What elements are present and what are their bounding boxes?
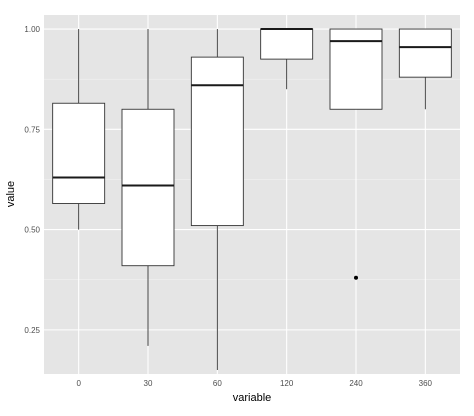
outlier-point xyxy=(354,275,358,280)
box-iqr xyxy=(329,28,383,110)
box-0 xyxy=(52,29,106,230)
box-360 xyxy=(398,28,452,110)
box-120 xyxy=(260,28,314,90)
box-iqr xyxy=(260,28,314,60)
y-tick-label: 1.00 xyxy=(24,25,40,34)
x-tick-label: 360 xyxy=(419,379,433,388)
y-tick-layer: 0.25 0.50 0.75 1.00 xyxy=(24,25,40,335)
box-iqr xyxy=(398,28,452,78)
y-axis-label: value xyxy=(5,181,17,207)
x-tick-label: 0 xyxy=(76,379,81,388)
plot-panel xyxy=(44,15,460,374)
box-240 xyxy=(329,28,383,280)
x-tick-label: 60 xyxy=(213,379,222,388)
x-tick-label: 240 xyxy=(349,379,363,388)
box-30 xyxy=(121,29,175,346)
box-iqr xyxy=(52,102,106,204)
box-iqr xyxy=(121,108,175,267)
x-tick-layer: 0 30 60 120 240 360 xyxy=(76,379,432,388)
y-tick-label: 0.75 xyxy=(24,125,40,134)
box-60 xyxy=(190,29,244,370)
x-tick-label: 30 xyxy=(144,379,153,388)
y-tick-label: 0.50 xyxy=(24,226,40,235)
x-tick-label: 120 xyxy=(280,379,294,388)
x-axis-label: variable xyxy=(233,392,272,404)
box-iqr xyxy=(190,56,244,227)
y-tick-label: 0.25 xyxy=(24,326,40,335)
box-layer xyxy=(52,28,452,370)
